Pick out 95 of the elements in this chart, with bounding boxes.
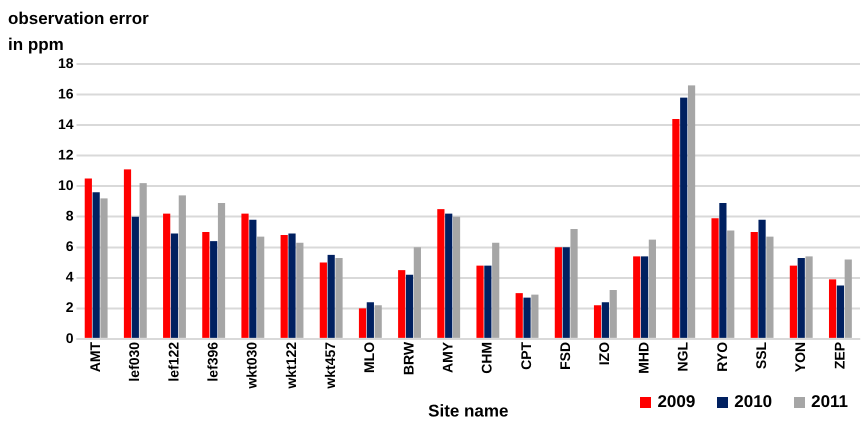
x-tick-label: ZEP: [831, 342, 848, 370]
bar: [445, 214, 452, 338]
y-tick-label: 0: [66, 330, 74, 346]
bar: [210, 241, 218, 338]
bar: [711, 218, 719, 338]
bar: [366, 302, 374, 338]
bar: [719, 202, 727, 338]
bar: [844, 259, 852, 338]
bar: [358, 308, 366, 338]
bar: [398, 270, 406, 338]
bar: [452, 216, 460, 338]
x-tick-label: BRW: [400, 341, 416, 376]
bar: [170, 234, 178, 338]
x-tick-label: AMY: [440, 341, 456, 374]
bar: [178, 195, 186, 338]
y-tick-label: 6: [66, 238, 74, 254]
x-tick-label: RYO: [714, 342, 730, 372]
y-tick-label: 2: [66, 299, 74, 316]
bar: [798, 258, 805, 338]
bar: [241, 214, 249, 338]
bar: [296, 242, 304, 338]
y-tick-label: 10: [58, 177, 74, 194]
bar: [750, 232, 758, 338]
bar: [140, 183, 147, 338]
bar: [790, 266, 798, 338]
bar: [257, 236, 264, 338]
bar: [602, 302, 609, 338]
bar: [570, 228, 578, 338]
x-tick-label: AMT: [87, 341, 104, 372]
x-tick-label: FSD: [557, 342, 574, 370]
x-tick-label: IZO: [596, 342, 612, 366]
x-tick-label: lef030: [126, 342, 142, 382]
bar: [406, 274, 414, 338]
legend-label: 2010: [734, 392, 772, 412]
y-tick-label: 12: [58, 146, 74, 162]
x-tick-label: MHD: [635, 342, 652, 374]
bar: [531, 294, 538, 338]
y-tick-label: 14: [58, 116, 74, 132]
bar: [288, 234, 296, 338]
x-tick-label: wkt457: [322, 342, 338, 390]
bar: [594, 305, 602, 338]
x-tick-label: lef396: [204, 342, 221, 382]
bar: [320, 262, 327, 338]
bar: [828, 279, 836, 338]
x-axis-title: Site name: [428, 401, 508, 420]
y-tick-label: 18: [58, 54, 74, 71]
y-axis-title: observation error in ppm: [8, 9, 149, 54]
bar: [124, 169, 132, 338]
bar: [633, 256, 640, 338]
bar: [805, 256, 813, 338]
bar: [100, 198, 108, 338]
bar: [610, 290, 617, 338]
x-tick-label: NGL: [674, 341, 691, 372]
y-tick-label: 8: [66, 208, 74, 224]
bar: [249, 220, 256, 338]
y-tick-label: 16: [58, 85, 74, 102]
legend-label: 2009: [657, 392, 696, 412]
bar: [648, 240, 656, 338]
x-tick-label: SSL: [752, 341, 769, 370]
bar: [672, 118, 680, 338]
x-tick-label: wkt030: [244, 342, 260, 390]
bar: [766, 236, 774, 338]
bar: [218, 202, 226, 338]
bar: [836, 285, 844, 338]
bar: [640, 256, 648, 338]
bar: [84, 178, 92, 338]
bar: [484, 266, 492, 338]
x-tick-label: CPT: [518, 341, 534, 370]
bar: [132, 216, 139, 338]
bar: [492, 242, 500, 338]
y-tick-label: 4: [66, 268, 74, 285]
bar: [437, 209, 444, 338]
bar: [328, 254, 335, 338]
bar: [680, 98, 688, 338]
bar: [163, 214, 170, 338]
bar: [476, 266, 484, 338]
legend-label: 2011: [811, 392, 848, 412]
bar: [727, 230, 734, 338]
bar: [554, 247, 562, 338]
bar: [688, 85, 696, 338]
x-tick-label: wkt122: [282, 342, 299, 390]
bar: [202, 232, 210, 338]
bar: [516, 293, 523, 338]
bar: [280, 235, 288, 338]
bar: [374, 305, 382, 338]
x-tick-label: YON: [792, 342, 808, 372]
x-tick-label: lef122: [165, 342, 182, 382]
bar: [414, 247, 421, 338]
x-tick-label: MLO: [361, 342, 378, 374]
bar: [335, 258, 343, 338]
bar: [758, 220, 766, 338]
x-tick-label: CHM: [478, 342, 495, 374]
bar: [523, 298, 531, 338]
bar: [92, 192, 100, 338]
bar: [562, 247, 570, 338]
